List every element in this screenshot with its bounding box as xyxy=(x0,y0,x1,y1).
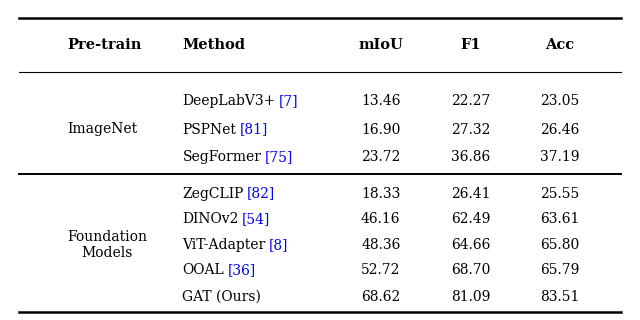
Text: 62.49: 62.49 xyxy=(451,212,490,226)
Text: 26.41: 26.41 xyxy=(451,187,490,201)
Text: 36.86: 36.86 xyxy=(451,150,490,164)
Text: PSPNet: PSPNet xyxy=(182,123,236,137)
Text: 68.62: 68.62 xyxy=(361,290,401,304)
Text: 46.16: 46.16 xyxy=(361,212,401,226)
Text: [36]: [36] xyxy=(227,263,255,277)
Text: ImageNet: ImageNet xyxy=(67,122,138,136)
Text: 23.05: 23.05 xyxy=(540,94,580,108)
Text: 48.36: 48.36 xyxy=(361,238,401,252)
Text: 68.70: 68.70 xyxy=(451,263,490,277)
Text: SegFormer: SegFormer xyxy=(182,150,261,164)
Text: mIoU: mIoU xyxy=(358,38,403,52)
Text: 37.19: 37.19 xyxy=(540,150,580,164)
Text: ZegCLIP: ZegCLIP xyxy=(182,187,244,201)
Text: Acc: Acc xyxy=(545,38,575,52)
Text: 13.46: 13.46 xyxy=(361,94,401,108)
Text: [75]: [75] xyxy=(264,150,293,164)
Text: 63.61: 63.61 xyxy=(540,212,580,226)
Text: 81.09: 81.09 xyxy=(451,290,490,304)
Text: [81]: [81] xyxy=(239,123,268,137)
Text: F1: F1 xyxy=(460,38,481,52)
Text: 22.27: 22.27 xyxy=(451,94,490,108)
Text: [82]: [82] xyxy=(247,187,275,201)
Text: Pre-train: Pre-train xyxy=(67,38,141,52)
Text: 16.90: 16.90 xyxy=(361,123,401,137)
Text: [8]: [8] xyxy=(269,238,289,252)
Text: OOAL: OOAL xyxy=(182,263,224,277)
Text: 64.66: 64.66 xyxy=(451,238,490,252)
Text: GAT (Ours): GAT (Ours) xyxy=(182,290,261,304)
Text: 65.80: 65.80 xyxy=(540,238,580,252)
Text: DINOv2: DINOv2 xyxy=(182,212,239,226)
Text: DeepLabV3+: DeepLabV3+ xyxy=(182,94,276,108)
Text: 52.72: 52.72 xyxy=(361,263,401,277)
Text: 23.72: 23.72 xyxy=(361,150,401,164)
Text: [54]: [54] xyxy=(242,212,270,226)
Text: 18.33: 18.33 xyxy=(361,187,401,201)
Text: 27.32: 27.32 xyxy=(451,123,490,137)
Text: Method: Method xyxy=(182,38,245,52)
Text: ViT-Adapter: ViT-Adapter xyxy=(182,238,266,252)
Text: 83.51: 83.51 xyxy=(540,290,580,304)
Text: Foundation
Models: Foundation Models xyxy=(67,230,147,260)
Text: 26.46: 26.46 xyxy=(540,123,580,137)
Text: [7]: [7] xyxy=(279,94,298,108)
Text: 25.55: 25.55 xyxy=(540,187,580,201)
Text: 65.79: 65.79 xyxy=(540,263,580,277)
